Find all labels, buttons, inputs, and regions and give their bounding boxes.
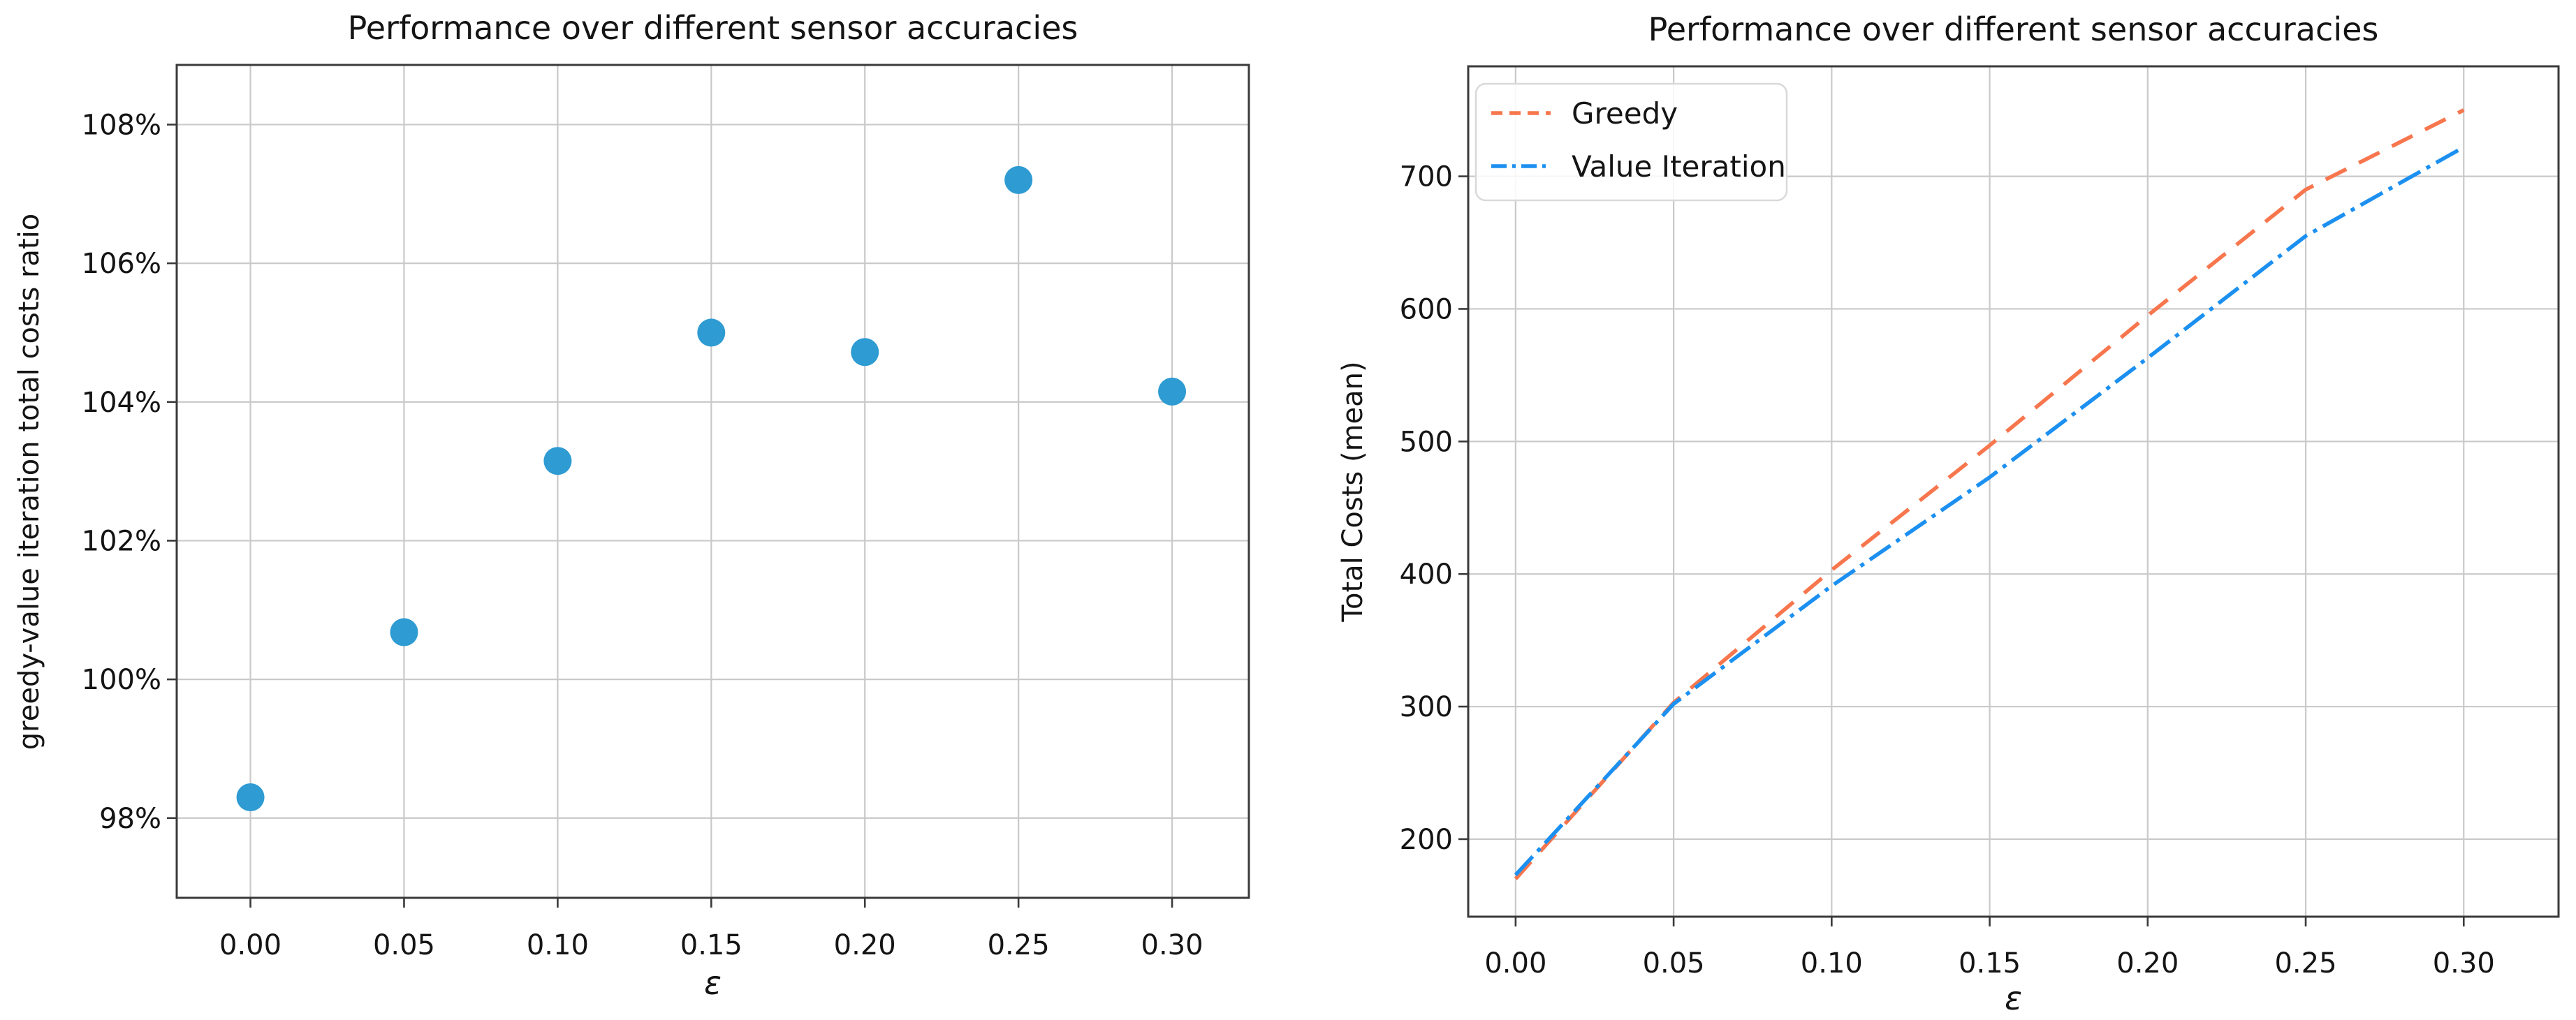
x-tick-label: 0.05 bbox=[1643, 947, 1705, 980]
x-tick-label: 0.20 bbox=[2116, 947, 2179, 980]
y-tick-label: 300 bbox=[1400, 691, 1453, 723]
x-tick-label: 0.10 bbox=[1801, 947, 1863, 980]
y-tick-label: 400 bbox=[1400, 559, 1453, 591]
y-tick-label: 500 bbox=[1400, 426, 1453, 458]
x-tick-label: 0.25 bbox=[2274, 947, 2336, 980]
scatter-point bbox=[543, 447, 572, 475]
y-tick-label: 106% bbox=[82, 248, 161, 280]
scatter-point bbox=[236, 783, 265, 811]
x-tick-label: 0.15 bbox=[1959, 947, 2021, 980]
x-tick-label: 0.15 bbox=[680, 929, 742, 961]
x-tick-label: 0.10 bbox=[527, 929, 589, 961]
plot-border bbox=[175, 64, 1250, 899]
chart-title: Performance over different sensor accura… bbox=[1648, 10, 2379, 48]
series-line-value-iteration bbox=[1514, 145, 2465, 877]
x-tick-label: 0.30 bbox=[1141, 929, 1203, 961]
x-tick-label: 0.00 bbox=[219, 929, 281, 961]
y-tick-label: 200 bbox=[1400, 824, 1453, 856]
y-tick-label: 100% bbox=[82, 664, 161, 696]
scatter-point bbox=[851, 338, 879, 367]
scatter-point bbox=[1004, 165, 1033, 194]
legend-entry-label: Greedy bbox=[1572, 96, 1678, 131]
y-tick-label: 102% bbox=[82, 525, 161, 557]
scatter-point bbox=[390, 618, 418, 646]
legend-box bbox=[1474, 82, 1788, 202]
x-axis-label: ε bbox=[2005, 980, 2022, 1017]
y-tick-label: 104% bbox=[82, 387, 161, 419]
y-axis-label: greedy-value iteration total costs ratio bbox=[13, 214, 45, 751]
right-chart: 0.00 0.05 0.10 0.15 0.20 0.25 0.30 200 300 400 500… bbox=[1337, 10, 2560, 1017]
x-tick-label: 0.25 bbox=[988, 929, 1050, 961]
left-chart: 0.00 0.05 0.10 0.15 0.20 0.25 0.30 98% 100% 102% 1… bbox=[13, 9, 1250, 1002]
plot-border bbox=[1467, 65, 2560, 918]
x-tick-label: 0.00 bbox=[1484, 947, 1546, 980]
x-tick-label: 0.20 bbox=[834, 929, 896, 961]
x-tick-label: 0.05 bbox=[373, 929, 435, 961]
scatter-point bbox=[1158, 377, 1187, 406]
x-tick-label: 0.30 bbox=[2433, 947, 2495, 980]
y-tick-label: 108% bbox=[82, 109, 161, 141]
y-axis-label: Total Costs (mean) bbox=[1337, 361, 1369, 622]
y-tick-label: 98% bbox=[99, 803, 161, 835]
x-axis-label: ε bbox=[704, 964, 722, 1002]
y-tick-label: 700 bbox=[1400, 161, 1453, 193]
legend-entry-label: Value Iteration bbox=[1572, 149, 1786, 184]
legend: Greedy Value Iteration bbox=[1474, 82, 1788, 202]
scatter-point bbox=[697, 318, 726, 347]
y-tick-label: 600 bbox=[1400, 293, 1453, 325]
chart-title: Performance over different sensor accura… bbox=[348, 9, 1078, 47]
